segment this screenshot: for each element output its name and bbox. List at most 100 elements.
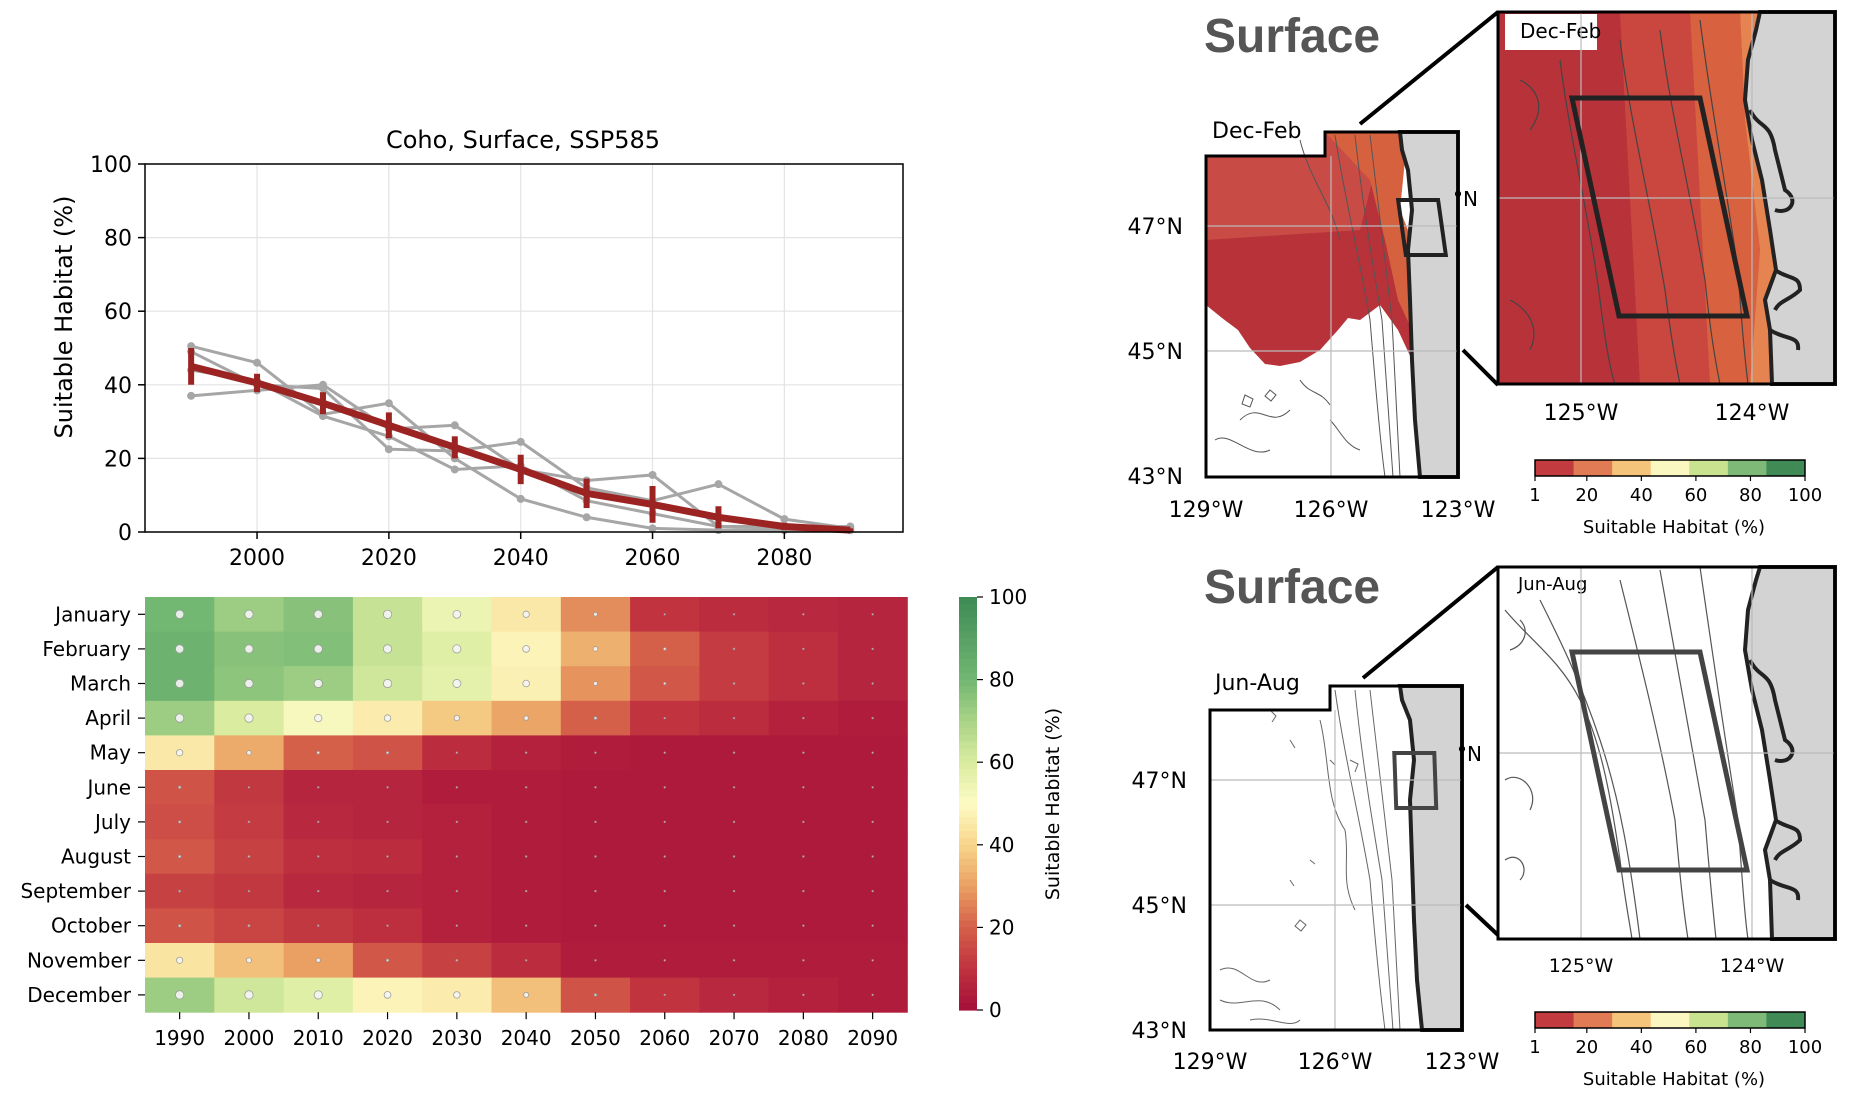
colorbar-segment — [959, 886, 977, 894]
lon-label: 123°W — [1421, 498, 1496, 523]
map-lon-labels-summer: 129°W 126°W 123°W — [1173, 1050, 1500, 1075]
inset-gridlines — [1498, 12, 1835, 384]
colorbar-segment — [959, 734, 977, 743]
y-tick-label: 100 — [90, 153, 132, 178]
heatmap-colorbar: 0 20 40 60 80 100 — [959, 585, 1027, 1022]
colorbar-tick-label: 100 — [989, 585, 1027, 609]
map-colorbar-summer: 1 20 40 60 80 100 — [1529, 1011, 1822, 1058]
heatmap-marker — [802, 647, 805, 651]
inset-season-label-summer: Jun-Aug — [1517, 574, 1587, 595]
study-region-box — [1395, 198, 1449, 257]
decade-label: 2000 — [223, 1026, 274, 1050]
heatmap-marker — [383, 714, 392, 722]
colorbar-segment — [959, 693, 977, 701]
colorbar-segment — [959, 720, 977, 729]
colorbar-segment — [959, 789, 977, 798]
decade-label: 2080 — [778, 1026, 829, 1050]
lon-label: 129°W — [1173, 1050, 1248, 1075]
line-chart: Coho, Surface, SSP585 Suitable Habitat (… — [50, 126, 904, 571]
heatmap-marker — [663, 889, 666, 893]
heatmap-marker — [663, 681, 667, 686]
line-chart-grid — [145, 163, 903, 533]
member-series-point — [384, 399, 393, 408]
colorbar-swatch — [1650, 460, 1690, 476]
inset-lat-label: °N — [1453, 187, 1478, 211]
member-series-point — [318, 384, 327, 393]
map-colorbar-label-summer: Suitable Habitat (%) — [1583, 1069, 1765, 1090]
colorbar-segment — [959, 817, 977, 825]
inset-lon-label: 125°W — [1544, 401, 1619, 426]
colorbar-segment — [959, 700, 977, 708]
month-label: February — [42, 637, 131, 661]
y-tick-label: 0 — [118, 521, 132, 546]
colorbar-segment — [959, 658, 977, 667]
colorbar-segment — [959, 617, 977, 626]
member-series-point — [714, 480, 723, 489]
month-label: June — [85, 775, 131, 799]
decade-label: 2060 — [639, 1026, 690, 1050]
heatmap-marker — [802, 924, 805, 927]
colorbar-segment — [959, 892, 977, 901]
heatmap-marker — [871, 613, 874, 616]
colorbar-segment — [959, 982, 977, 990]
colorbar-segment — [959, 727, 977, 736]
member-series-point — [450, 421, 459, 430]
heatmap-cells — [145, 597, 908, 1013]
member-series-point — [384, 445, 393, 454]
zoom-connector-top-summer — [1361, 565, 1500, 680]
colorbar-swatch — [1535, 460, 1575, 476]
colorbar-segment — [959, 762, 977, 770]
colorbar-segment — [959, 796, 977, 805]
month-label: April — [85, 706, 131, 730]
decade-label: 1990 — [154, 1026, 205, 1050]
heatmap-row-labels: January February March April May June July Augu… — [20, 602, 145, 1007]
colorbar-swatch — [1727, 460, 1767, 476]
colorbar-segment — [959, 672, 977, 681]
map-panel-summer: Surface Jun-Aug 47°N — [1132, 561, 1837, 1090]
heatmap-marker — [871, 855, 874, 858]
heatmap-marker — [523, 715, 529, 721]
heatmap-marker — [594, 924, 597, 927]
habitat-shading-shelf — [1325, 132, 1412, 330]
colorbar-segment — [959, 927, 977, 935]
inset-map-frame-summer — [1496, 565, 1837, 941]
heatmap-marker — [382, 609, 393, 619]
map-colorbar-winter: 1 20 40 60 80 100 — [1529, 459, 1822, 506]
inset-label-box — [1505, 14, 1597, 50]
main-map-winter — [1204, 130, 1460, 479]
heatmap-marker — [871, 786, 874, 789]
colorbar-tick-label: 60 — [1684, 1037, 1707, 1058]
heatmap-marker — [593, 993, 598, 997]
heatmap-marker — [802, 716, 805, 720]
heatmap-marker — [593, 681, 598, 686]
heatmap-marker — [386, 924, 389, 927]
lat-label: 45°N — [1132, 894, 1187, 919]
heatmap-marker — [732, 751, 736, 754]
member-series-point — [648, 470, 657, 479]
heatmap-marker — [175, 713, 185, 723]
heatmap-marker — [802, 889, 805, 893]
heatmap-marker — [802, 786, 805, 789]
heatmap-marker — [386, 889, 389, 893]
inset-gridlines-summer — [1498, 567, 1835, 939]
heatmap-marker — [524, 924, 528, 927]
heatmap-marker — [732, 647, 736, 651]
map-lat-labels-summer: 47°N 45°N 43°N — [1132, 769, 1187, 1044]
heatmap-marker — [522, 610, 530, 618]
colorbar-segment — [959, 899, 977, 908]
line-chart-title: Coho, Surface, SSP585 — [386, 126, 660, 154]
zoom-connector-bottom — [1461, 348, 1500, 387]
habitat-shading-upper — [1206, 132, 1380, 240]
colorbar-tick-label: 20 — [1575, 1037, 1598, 1058]
heatmap-marker — [177, 854, 182, 859]
bathymetry-contours-summer — [1219, 689, 1401, 1031]
heatmap-marker — [178, 820, 182, 824]
heatmap-marker — [732, 993, 736, 997]
map-heading-winter: Surface — [1204, 10, 1380, 63]
colorbar-segment — [959, 714, 977, 722]
map-colorbar-label-winter: Suitable Habitat (%) — [1583, 517, 1765, 538]
colorbar-segment — [959, 755, 977, 763]
heatmap-marker — [455, 889, 459, 893]
heatmap-marker — [524, 751, 528, 754]
heatmap-marker — [524, 855, 528, 858]
